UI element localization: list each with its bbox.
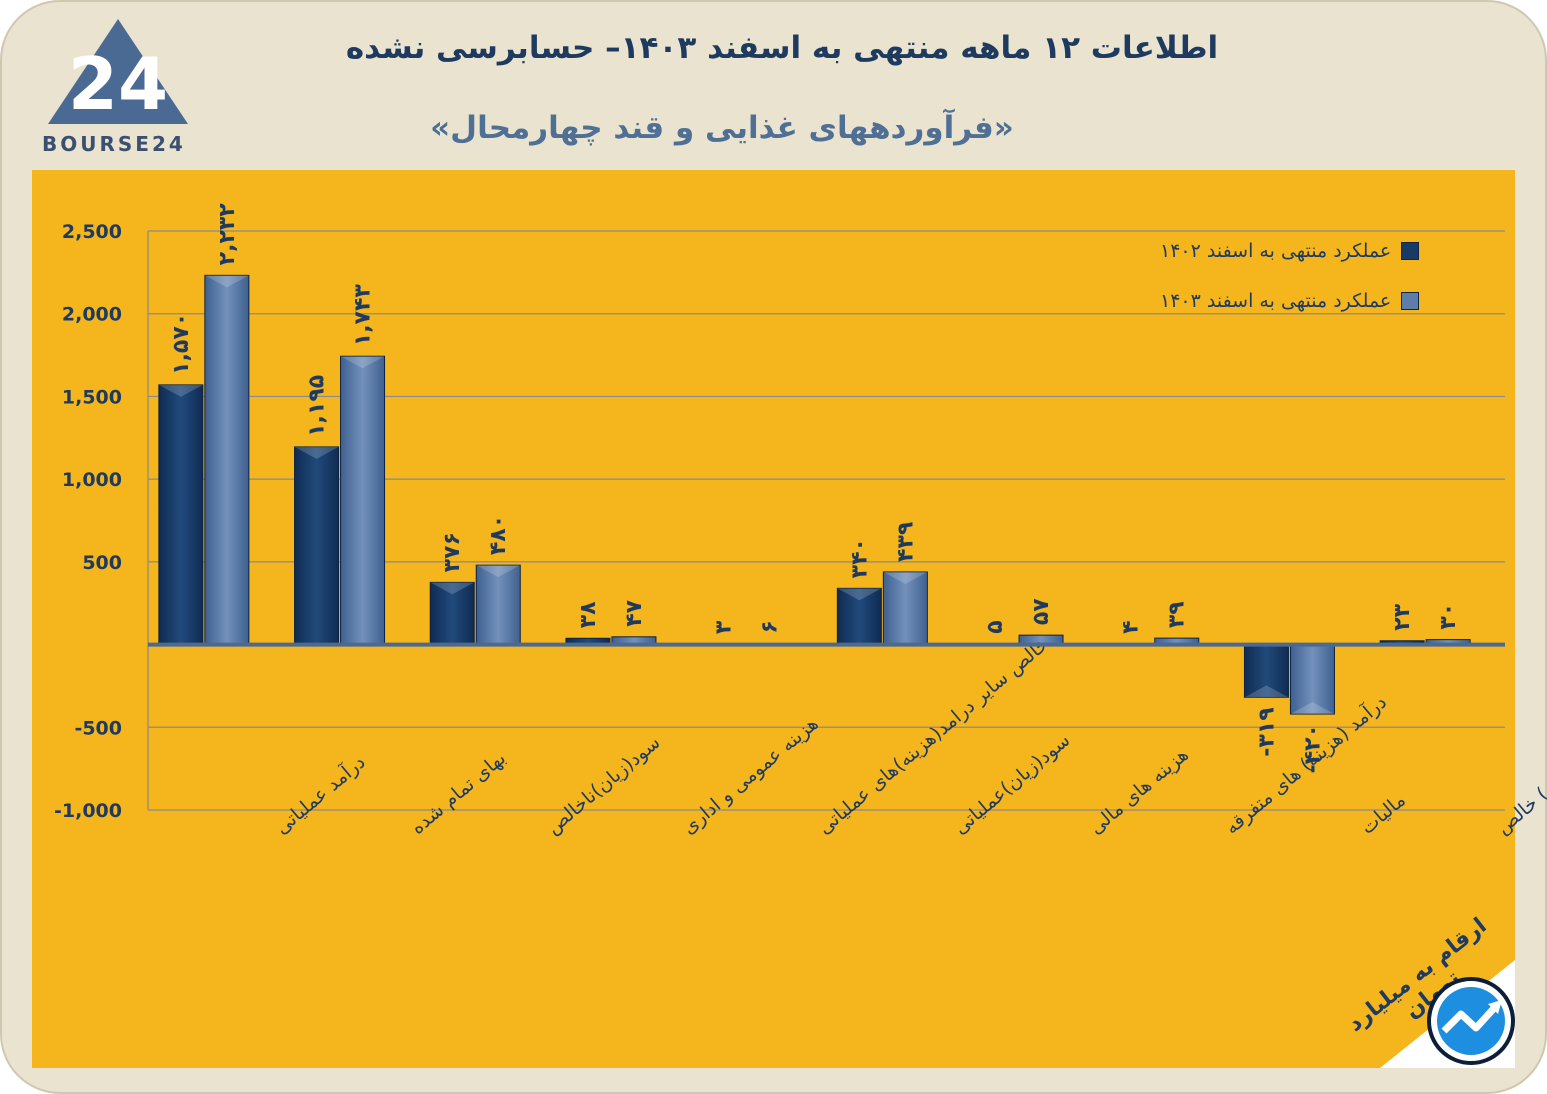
y-tick-label: -1,000 [54, 800, 122, 822]
data-label: ۱,۱۹۵ [305, 375, 330, 437]
page-subtitle: «فرآوردههای غذایی و قند چهارمحال» [430, 110, 1014, 146]
y-tick-label: 2,500 [62, 221, 122, 243]
bar-1402 [294, 446, 340, 646]
bar-1403 [475, 564, 521, 646]
data-label: ۳۹ [1165, 601, 1190, 628]
bar-1403 [204, 274, 250, 646]
data-label: ۴۳۹ [893, 522, 918, 562]
legend-item-1402: عملکرد منتهی به اسفند ۱۴۰۲ [1160, 240, 1420, 262]
data-label: ۱,۵۷۰ [169, 313, 194, 375]
data-label: ۴۷ [622, 599, 647, 626]
chart-legend: عملکرد منتهی به اسفند ۱۴۰۲ عملکرد منتهی … [1160, 240, 1420, 340]
legend-swatch-1402 [1401, 242, 1420, 260]
data-label: ۵۷ [1029, 598, 1054, 625]
data-label: ۲۳ [1390, 603, 1415, 630]
logo-triangle [48, 19, 188, 124]
y-tick-label: 2,000 [62, 304, 122, 326]
data-label: ۵ [983, 620, 1008, 633]
y-tick-label: 1,000 [62, 469, 122, 491]
legend-item-1403: عملکرد منتهی به اسفند ۱۴۰۳ [1160, 290, 1420, 312]
data-label: -۴۲۰ [1300, 724, 1325, 773]
bar-cap [476, 565, 521, 578]
data-label: ۱,۷۴۳ [351, 284, 376, 347]
bar-1402 [836, 587, 882, 646]
data-label: ۲,۲۳۲ [215, 203, 240, 266]
data-label: ۳۸ [576, 601, 601, 628]
data-label: ۳۰ [1436, 603, 1461, 630]
bar-cap [837, 588, 882, 601]
bar-cap [340, 356, 385, 369]
y-tick-label: 1,500 [62, 386, 122, 408]
bar-1403 [1289, 644, 1335, 715]
data-label: ۶ [758, 620, 783, 633]
y-tick-label: 500 [82, 552, 122, 574]
legend-swatch-1403 [1401, 292, 1420, 310]
bar-cap [204, 275, 249, 288]
data-label: ۳۴۰ [847, 538, 872, 578]
bar-cap [158, 384, 203, 397]
logo-number: 24 [68, 42, 168, 126]
legend-label-1402: عملکرد منتهی به اسفند ۱۴۰۲ [1160, 240, 1392, 262]
bar-1403 [340, 355, 386, 646]
data-label: -۳۱۹ [1254, 707, 1279, 756]
bar-cap [1244, 685, 1289, 698]
logo-text: BOURSE24 [42, 132, 186, 156]
bar-cap [883, 571, 928, 584]
data-label: ۴۸۰ [486, 515, 511, 555]
y-tick-label: -500 [74, 717, 122, 739]
trend-badge-icon [1427, 977, 1515, 1065]
data-label: ۴ [1119, 620, 1144, 633]
bar-cap [430, 582, 475, 595]
legend-label-1403: عملکرد منتهی به اسفند ۱۴۰۳ [1160, 290, 1392, 312]
bar-cap [294, 446, 339, 459]
bar-1402 [158, 384, 204, 646]
bar-cap [1290, 702, 1335, 715]
bourse24-logo: 24 [48, 19, 188, 126]
page-title: اطلاعات ۱۲ ماهه منتهی به اسفند ۱۴۰۳– حسا… [345, 30, 1219, 66]
data-label: ۳۷۶ [440, 532, 465, 572]
bar-1403 [882, 571, 928, 646]
bar-1402 [1243, 644, 1289, 698]
data-label: ۳ [712, 620, 737, 634]
